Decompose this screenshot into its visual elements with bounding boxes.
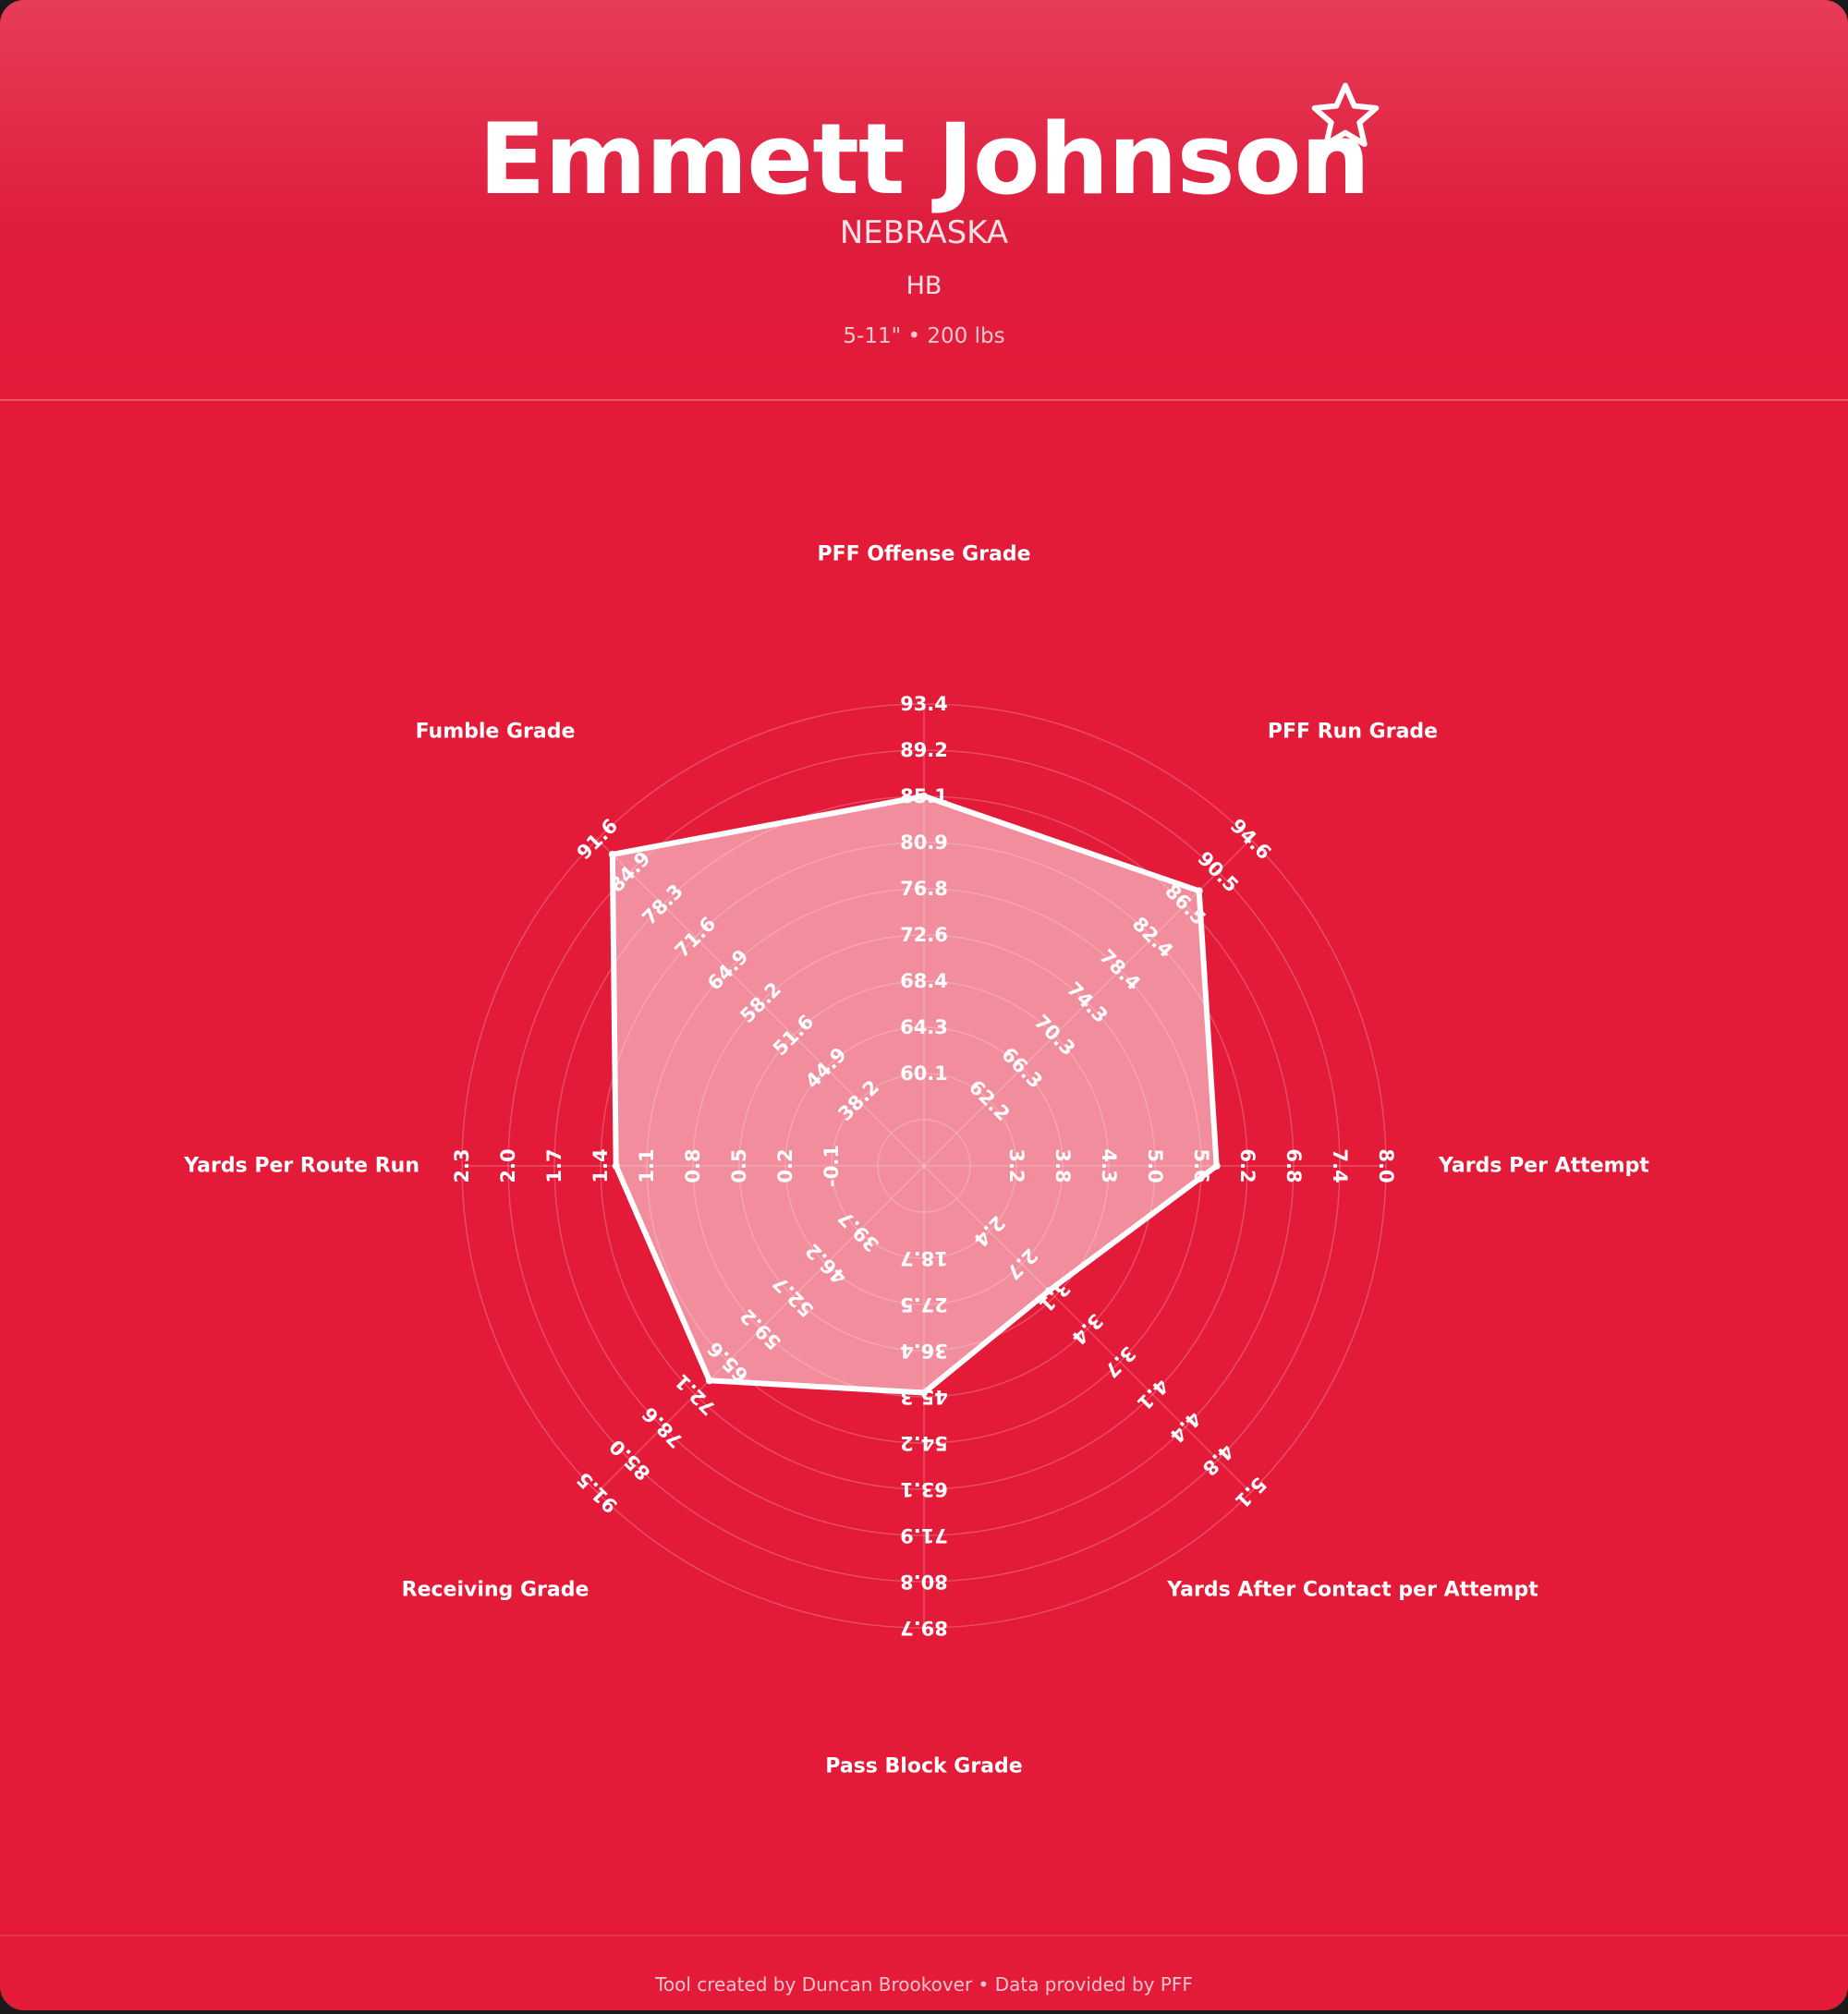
data-point — [1045, 1287, 1053, 1295]
tick-label: 6.2 — [1236, 1148, 1258, 1183]
tick-label: 0.2 — [774, 1148, 796, 1183]
player-name: Emmett Johnson — [478, 103, 1370, 216]
grid-ring — [507, 749, 1341, 1583]
axis-label: Yards After Contact per Attempt — [1166, 1579, 1538, 1602]
tick-label: 1.1 — [636, 1148, 658, 1183]
data-point — [608, 850, 616, 858]
axis-label: PFF Offense Grade — [817, 543, 1030, 566]
data-point — [1212, 1162, 1221, 1170]
tick-label: 8.0 — [1375, 1148, 1397, 1183]
data-point — [920, 1389, 928, 1397]
tick-label: 60.1 — [900, 1062, 948, 1085]
data-point — [705, 1377, 713, 1385]
tick-label: 93.4 — [900, 693, 948, 715]
tick-label: 63.1 — [900, 1478, 948, 1500]
tick-label: 1.7 — [543, 1148, 565, 1183]
tick-label: 36.4 — [900, 1340, 948, 1362]
tick-label: 68.4 — [900, 970, 948, 992]
axis-label: Receiving Grade — [402, 1579, 590, 1602]
player-size: 5-11" • 200 lbs — [843, 324, 1005, 348]
tick-label: 18.7 — [900, 1247, 948, 1269]
tick-label: 27.5 — [900, 1293, 948, 1316]
tick-label: 5.6 — [1190, 1148, 1212, 1183]
tick-label: 76.8 — [900, 878, 948, 900]
footer-credit: Tool created by Duncan Brookover • Data … — [655, 1973, 1193, 1996]
data-point — [920, 792, 928, 800]
axis-label: Yards Per Route Run — [183, 1155, 419, 1178]
tick-label: 54.2 — [900, 1432, 948, 1454]
axis-label: Pass Block Grade — [825, 1755, 1022, 1778]
tick-label: 7.4 — [1329, 1148, 1351, 1183]
tick-label: -0.1 — [821, 1145, 843, 1187]
tick-label: 1.4 — [590, 1148, 612, 1183]
tick-label: 2.3 — [451, 1148, 473, 1183]
player-position: HB — [906, 272, 942, 300]
tick-label: 89.7 — [900, 1617, 948, 1639]
tick-label: 64.3 — [900, 1016, 948, 1038]
tick-label: 0.5 — [728, 1148, 750, 1183]
tick-label: 85.1 — [900, 785, 948, 807]
team-name: NEBRASKA — [839, 214, 1009, 251]
tick-label: 71.9 — [900, 1524, 948, 1547]
tick-label: 89.2 — [900, 739, 948, 761]
grid-ring — [461, 703, 1387, 1629]
tick-label: 5.0 — [1144, 1148, 1166, 1183]
tick-label: 80.9 — [900, 831, 948, 854]
axis-label: PFF Run Grade — [1268, 721, 1438, 744]
data-point — [612, 1162, 620, 1170]
tick-label: 0.8 — [682, 1148, 704, 1183]
axis-label: Yards Per Attempt — [1438, 1155, 1649, 1178]
star-outline-icon[interactable] — [1308, 79, 1382, 153]
tick-label: 6.8 — [1283, 1148, 1305, 1183]
axis-label: Fumble Grade — [416, 721, 576, 744]
tick-label: 45.3 — [900, 1386, 948, 1408]
tick-label: 4.3 — [1098, 1148, 1120, 1183]
tick-label: 3.2 — [1005, 1148, 1027, 1183]
player-header: Emmett Johnson NEBRASKA HB 5-11" • 200 l… — [0, 0, 1848, 401]
tick-label: 2.0 — [497, 1148, 519, 1183]
tick-label: 72.6 — [900, 924, 948, 946]
footer-divider — [0, 1935, 1848, 1936]
tick-label: 3.8 — [1052, 1148, 1074, 1183]
data-point — [1195, 887, 1203, 895]
tick-label: 80.8 — [900, 1571, 948, 1593]
